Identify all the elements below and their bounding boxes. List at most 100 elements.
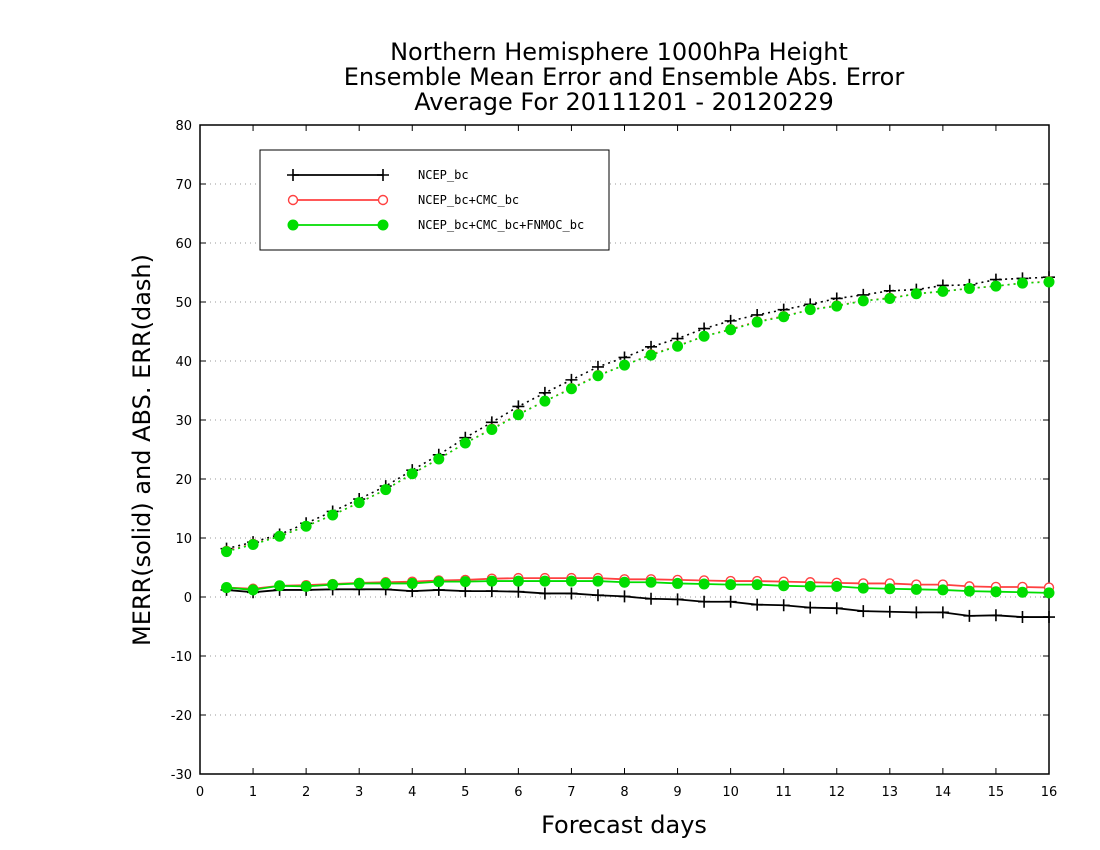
data-point: [777, 599, 790, 612]
data-point: [857, 605, 870, 618]
data-point: [591, 589, 604, 602]
data-point: [353, 577, 365, 589]
data-point: [1043, 587, 1055, 599]
data-point: [512, 575, 524, 587]
data-point: [778, 580, 790, 592]
data-point: [937, 584, 949, 596]
data-point: [1016, 586, 1028, 598]
x-tick-label: 8: [620, 785, 628, 800]
data-point: [804, 601, 817, 614]
data-point: [539, 575, 551, 587]
data-point: [645, 576, 657, 588]
x-tick-label: 10: [722, 785, 739, 800]
data-point: [963, 609, 976, 622]
data-point: [619, 359, 630, 371]
x-tick-label: 2: [302, 785, 310, 800]
data-point: [1043, 276, 1055, 288]
x-tick-label: 4: [408, 785, 416, 800]
data-point: [725, 324, 737, 336]
data-point: [830, 602, 843, 615]
data-point: [698, 595, 711, 608]
legend-label: NCEP_bc+CMC_bc: [418, 193, 519, 207]
chart-title: Northern Hemisphere 1000hPa Height Ensem…: [344, 38, 905, 116]
y-tick-label: 50: [175, 296, 192, 311]
data-point: [247, 584, 259, 596]
x-tick-label: 11: [775, 785, 792, 800]
data-point: [592, 575, 604, 587]
data-point: [831, 300, 843, 312]
data-point: [989, 609, 1002, 622]
data-point: [936, 606, 949, 619]
data-point: [1043, 611, 1055, 624]
data-point: [751, 316, 763, 328]
data-point: [287, 219, 299, 231]
y-tick-label: 40: [175, 355, 192, 370]
abs-err-line: [226, 280, 1050, 552]
title-line-2: Ensemble Mean Error and Ensemble Abs. Er…: [344, 63, 905, 91]
data-point: [287, 169, 299, 181]
data-point: [433, 453, 445, 465]
data-point: [592, 370, 604, 382]
legend-label: NCEP_bc+CMC_bc+FNMOC_bc: [418, 218, 584, 232]
data-point: [377, 219, 389, 231]
legend: NCEP_bc NCEP_bc+CMC_bc NCEP_bc+CMC_bc+FNMO…: [259, 149, 610, 251]
data-point: [247, 538, 259, 550]
legend-item: NCEP_bc+CMC_bc: [287, 193, 519, 207]
grid: [200, 183, 1049, 716]
data-point: [459, 437, 471, 449]
data-point: [539, 395, 551, 407]
data-point: [619, 576, 630, 588]
data-point: [459, 576, 471, 588]
data-point: [327, 579, 339, 591]
data-point: [377, 194, 389, 206]
data-point: [857, 295, 869, 307]
data-point: [486, 423, 498, 435]
data-point: [910, 606, 923, 619]
legend-item: NCEP_bc+CMC_bc+FNMOC_bc: [287, 218, 584, 232]
data-point: [433, 576, 445, 588]
data-point: [274, 530, 286, 542]
data-point: [512, 409, 524, 421]
data-point: [565, 587, 578, 600]
data-point: [287, 194, 299, 206]
x-tick-label: 9: [673, 785, 681, 800]
data-point: [804, 580, 816, 592]
abs-err-line: [226, 276, 1050, 550]
data-point: [327, 509, 339, 521]
y-axis-label: MERR(solid) and ABS. ERR(dash): [128, 254, 156, 646]
data-point: [645, 349, 657, 361]
data-point: [910, 583, 922, 595]
data-point: [486, 575, 498, 587]
x-tick-label: 13: [882, 785, 899, 800]
title-line-3: Average For 20111201 - 20120229: [414, 88, 834, 116]
x-tick-label: 3: [355, 785, 363, 800]
y-tick-label: 10: [175, 532, 192, 547]
x-tick-label: 7: [567, 785, 575, 800]
data-point: [1016, 611, 1029, 624]
data-point: [538, 587, 551, 600]
x-tick-label: 1: [249, 785, 257, 800]
data-point: [724, 595, 737, 608]
data-point: [831, 580, 843, 592]
data-point: [671, 593, 684, 606]
data-point: [353, 497, 365, 509]
y-tick-label: -20: [171, 709, 192, 724]
data-point: [884, 292, 896, 304]
x-tick-label: 5: [461, 785, 469, 800]
data-point: [221, 546, 233, 558]
data-point: [937, 285, 949, 297]
data-point: [725, 579, 737, 591]
data-point: [300, 580, 312, 592]
data-point: [380, 484, 392, 496]
data-point: [645, 592, 658, 605]
data-point: [751, 598, 764, 611]
data-point: [883, 605, 896, 618]
y-tick-label: 60: [175, 237, 192, 252]
series-NCEP_bc+CMC_bc: [221, 276, 1055, 594]
data-point: [300, 520, 312, 532]
data-point: [565, 383, 577, 395]
data-point: [380, 577, 392, 589]
y-tick-label: -30: [171, 768, 192, 783]
